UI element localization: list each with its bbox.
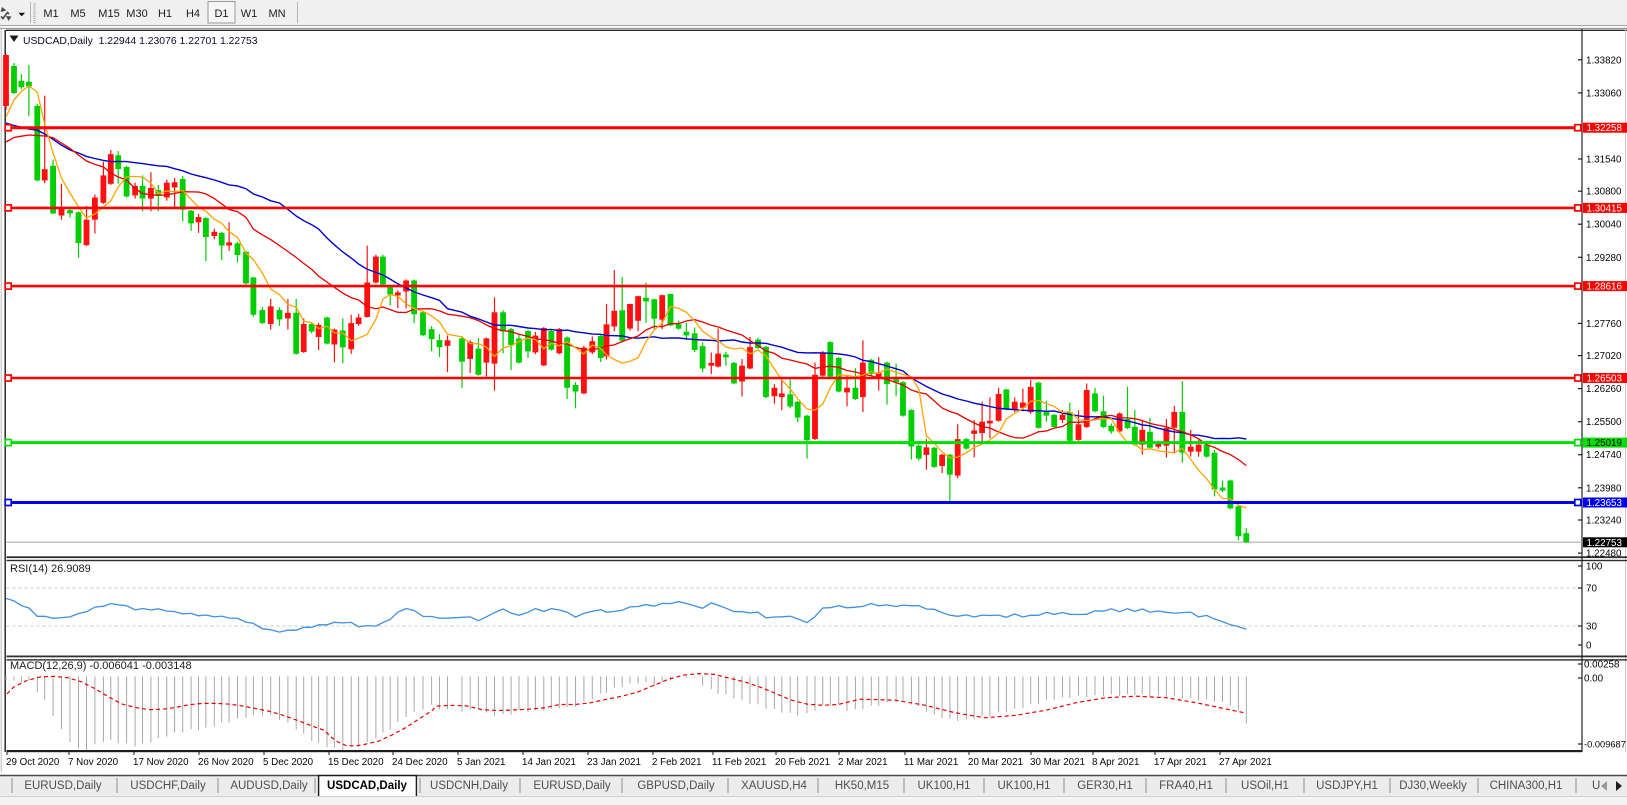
svg-text:U: U [1592,780,1600,792]
svg-text:1.32258: 1.32258 [1587,123,1623,134]
svg-text:30 Mar 2021: 30 Mar 2021 [1030,757,1085,768]
svg-text:1.22753: 1.22753 [1587,538,1623,549]
svg-text:1.26260: 1.26260 [1586,384,1622,395]
svg-text:1.27760: 1.27760 [1586,319,1622,330]
svg-text:14 Jan 2021: 14 Jan 2021 [522,757,576,768]
svg-text:1.23653: 1.23653 [1587,498,1623,509]
svg-text:27 Apr 2021: 27 Apr 2021 [1219,757,1272,768]
svg-text:USDCAD,Daily 1.22944 1.23076: USDCAD,Daily 1.22944 1.23076 1.22701 1.2… [23,36,258,47]
svg-text:UK100,H1: UK100,H1 [997,780,1050,792]
svg-text:M5: M5 [70,8,85,20]
svg-text:23 Jan 2021: 23 Jan 2021 [587,757,641,768]
svg-text:W1: W1 [241,8,258,20]
svg-text:AUDUSD,Daily: AUDUSD,Daily [230,780,308,792]
svg-text:1.30800: 1.30800 [1586,187,1622,198]
svg-text:5 Dec 2020: 5 Dec 2020 [263,757,314,768]
svg-text:1.31540: 1.31540 [1586,155,1622,166]
svg-text:USOil,H1: USOil,H1 [1241,780,1289,792]
svg-text:1.28616: 1.28616 [1587,282,1623,293]
svg-text:17 Nov 2020: 17 Nov 2020 [133,757,189,768]
svg-text:1.23980: 1.23980 [1586,483,1622,494]
svg-text:GER30,H1: GER30,H1 [1077,780,1133,792]
svg-text:1.33060: 1.33060 [1586,88,1622,99]
svg-text:EURUSD,Daily: EURUSD,Daily [533,780,611,792]
svg-text:1.33820: 1.33820 [1586,55,1622,66]
svg-text:M15: M15 [98,8,119,20]
svg-text:MACD(12,26,9) -0.006041 -0.003: MACD(12,26,9) -0.006041 -0.003148 [10,660,192,672]
svg-text:24 Dec 2020: 24 Dec 2020 [392,757,448,768]
svg-text:1.22480: 1.22480 [1586,549,1622,560]
svg-text:DJ30,Weekly: DJ30,Weekly [1399,780,1467,792]
svg-text:HK50,M15: HK50,M15 [835,780,889,792]
svg-text:1.30415: 1.30415 [1587,203,1623,214]
svg-text:11 Feb 2021: 11 Feb 2021 [712,757,766,768]
svg-text:USDCNH,Daily: USDCNH,Daily [430,780,508,792]
svg-text:1.26503: 1.26503 [1587,374,1623,385]
svg-text:70: 70 [1586,584,1597,595]
svg-text:8 Apr 2021: 8 Apr 2021 [1092,757,1139,768]
svg-text:1.29280: 1.29280 [1586,253,1622,264]
svg-text:1.27020: 1.27020 [1586,351,1622,362]
svg-text:FRA40,H1: FRA40,H1 [1159,780,1213,792]
svg-text:USDCAD,Daily: USDCAD,Daily [327,780,407,792]
svg-text:20 Mar 2021: 20 Mar 2021 [968,757,1023,768]
svg-text:26 Nov 2020: 26 Nov 2020 [198,757,254,768]
svg-text:XAUUSD,H4: XAUUSD,H4 [741,780,807,792]
svg-text:100: 100 [1586,562,1603,573]
svg-text:2 Mar 2021: 2 Mar 2021 [838,757,888,768]
svg-text:EURUSD,Daily: EURUSD,Daily [24,780,102,792]
svg-text:20 Feb 2021: 20 Feb 2021 [775,757,830,768]
svg-text:30: 30 [1586,622,1597,633]
svg-text:2 Feb 2021: 2 Feb 2021 [652,757,702,768]
svg-text:5 Jan 2021: 5 Jan 2021 [457,757,505,768]
svg-text:11 Mar 2021: 11 Mar 2021 [904,757,958,768]
svg-text:MN: MN [268,8,285,20]
svg-text:15 Dec 2020: 15 Dec 2020 [328,757,384,768]
svg-text:1.30040: 1.30040 [1586,220,1622,231]
svg-text:UK100,H1: UK100,H1 [917,780,970,792]
svg-text:USDJPY,H1: USDJPY,H1 [1316,780,1378,792]
svg-text:H4: H4 [186,8,200,20]
svg-text:H1: H1 [158,8,172,20]
svg-text:GBPUSD,Daily: GBPUSD,Daily [637,780,715,792]
svg-text:17 Apr 2021: 17 Apr 2021 [1154,757,1207,768]
svg-text:RSI(14) 26.9089: RSI(14) 26.9089 [10,563,91,575]
svg-text:1.23240: 1.23240 [1586,516,1622,527]
svg-text:7 Nov 2020: 7 Nov 2020 [68,757,119,768]
svg-text:CHINA300,H1: CHINA300,H1 [1490,780,1563,792]
svg-text:M1: M1 [43,8,58,20]
svg-text:0: 0 [1586,641,1592,652]
svg-text:1.24740: 1.24740 [1586,450,1622,461]
svg-text:29 Oct 2020: 29 Oct 2020 [6,757,60,768]
svg-text:D1: D1 [214,8,228,20]
svg-text:-0.009687: -0.009687 [1584,740,1626,750]
svg-text:USDCHF,Daily: USDCHF,Daily [130,780,206,792]
svg-text:0.00: 0.00 [1584,674,1604,685]
svg-text:1.25500: 1.25500 [1586,417,1622,428]
svg-text:1.25019: 1.25019 [1587,438,1622,449]
svg-text:0.00258: 0.00258 [1584,660,1620,671]
svg-text:M30: M30 [126,8,147,20]
